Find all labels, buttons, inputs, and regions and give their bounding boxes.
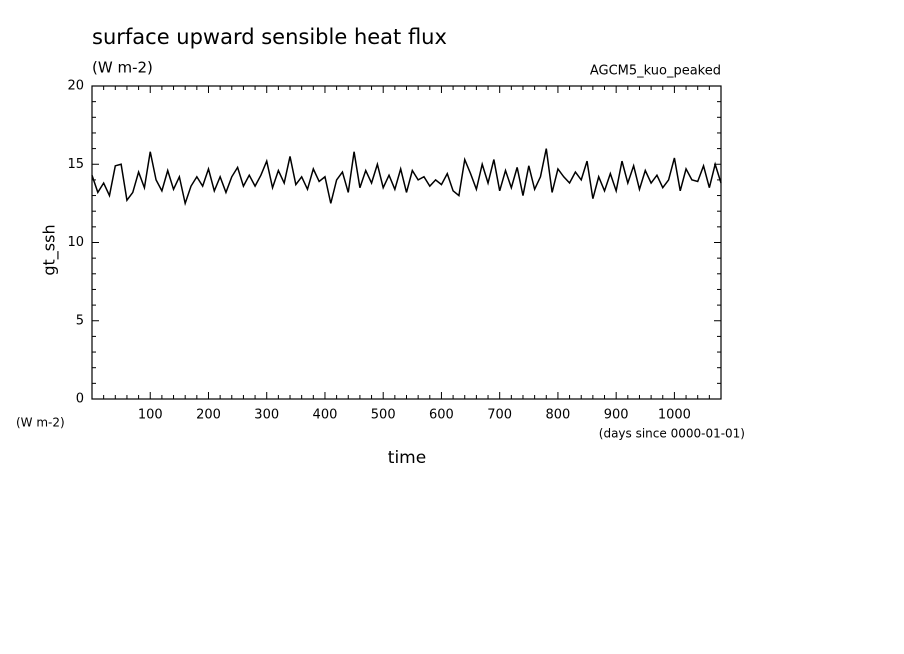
- annotation: AGCM5_kuo_peaked: [590, 64, 721, 79]
- x-units: (days since 0000-01-01): [599, 427, 745, 441]
- plot-frame: [91, 85, 722, 400]
- chart-title: surface upward sensible heat flux: [92, 25, 447, 49]
- x-tick-label: 700: [487, 408, 512, 423]
- y-axis-label: gt_ssh: [40, 224, 60, 275]
- subtitle: (W m-2): [92, 59, 153, 77]
- y-tick-label: 15: [67, 157, 84, 172]
- x-axis-label: time: [388, 448, 426, 468]
- x-tick-label: 400: [313, 408, 338, 423]
- data-line: [91, 148, 722, 207]
- x-tick-label: 1000: [658, 408, 691, 423]
- x-tick-label: 100: [138, 408, 163, 423]
- y-tick-label: 10: [67, 235, 84, 250]
- y-tick-label: 20: [67, 79, 84, 94]
- x-tick-label: 800: [546, 408, 571, 423]
- x-tick-label: 600: [429, 408, 454, 423]
- x-tick-label: 200: [196, 408, 221, 423]
- y-units: (W m-2): [16, 416, 65, 430]
- y-tick-label: 0: [76, 392, 84, 407]
- x-tick-label: 300: [254, 408, 279, 423]
- x-tick-label: 900: [604, 408, 629, 423]
- y-tick-label: 5: [76, 313, 84, 328]
- x-tick-label: 500: [371, 408, 396, 423]
